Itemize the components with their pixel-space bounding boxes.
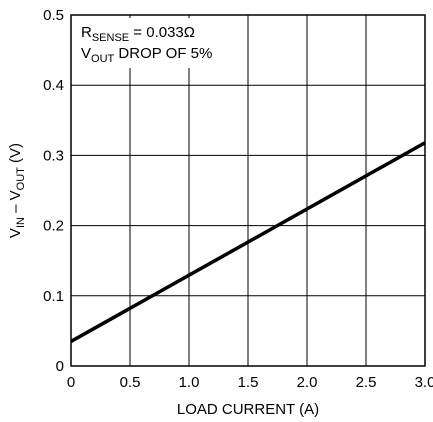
y-label-v-in-sub: IN: [15, 217, 27, 228]
annotation-vout-sub: OUT: [91, 53, 115, 65]
x-tick-labels: 0 0.5 1.0 1.5 2.0 2.5 3.0: [67, 374, 433, 391]
x-tick-label: 2.0: [297, 374, 318, 391]
y-label-v-out-sub: OUT: [15, 167, 27, 191]
annotation-rsense-sub: SENSE: [92, 32, 129, 44]
x-tick-label: 1.5: [238, 374, 259, 391]
annotation-rsense: RSENSE = 0.033Ω: [81, 24, 195, 44]
annotation-vout-main: V: [81, 45, 91, 62]
annotation-rsense-rest: = 0.033Ω: [129, 24, 195, 41]
y-axis-label: VIN – VOUT (V): [7, 143, 27, 238]
x-axis-label: LOAD CURRENT (A): [177, 401, 319, 418]
annotation-vout-drop: VOUT DROP OF 5%: [81, 45, 212, 65]
series-group: [70, 141, 426, 343]
y-tick-label: 0.5: [43, 7, 64, 24]
y-tick-label: 0: [56, 358, 64, 375]
x-tick-label: 1.0: [179, 374, 200, 391]
y-tick-label: 0.1: [43, 288, 64, 305]
annotation-background: [73, 18, 229, 68]
x-tick-label: 2.5: [356, 374, 377, 391]
annotation-rsense-main: R: [81, 24, 92, 41]
y-label-separator: –: [7, 200, 24, 217]
y-tick-label: 0.3: [43, 147, 64, 164]
y-tick-label: 0.2: [43, 218, 64, 235]
y-tick-label: 0.4: [43, 77, 64, 94]
x-tick-label: 0: [67, 374, 75, 391]
y-label-unit: (V): [7, 143, 24, 167]
y-label-v-in: V: [7, 228, 24, 238]
y-tick-labels: 0 0.1 0.2 0.3 0.4 0.5: [43, 7, 64, 375]
annotation-vout-rest: DROP OF 5%: [114, 45, 212, 62]
plot-frame: [70, 14, 426, 367]
x-tick-label: 0.5: [120, 374, 141, 391]
x-tick-label: 3.0: [415, 374, 433, 391]
series-line: [70, 141, 426, 343]
y-label-v-out: V: [7, 190, 24, 200]
